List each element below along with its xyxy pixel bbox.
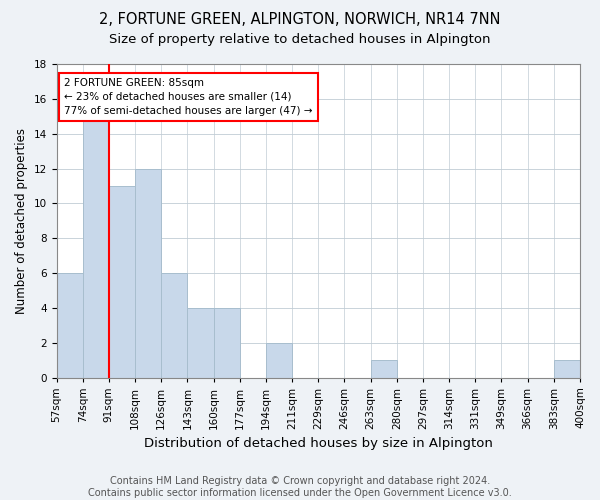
Bar <box>135 168 161 378</box>
Text: 2 FORTUNE GREEN: 85sqm
← 23% of detached houses are smaller (14)
77% of semi-det: 2 FORTUNE GREEN: 85sqm ← 23% of detached… <box>64 78 313 116</box>
Text: 2, FORTUNE GREEN, ALPINGTON, NORWICH, NR14 7NN: 2, FORTUNE GREEN, ALPINGTON, NORWICH, NR… <box>99 12 501 28</box>
Bar <box>187 308 214 378</box>
Text: Contains HM Land Registry data © Crown copyright and database right 2024.
Contai: Contains HM Land Registry data © Crown c… <box>88 476 512 498</box>
Bar <box>266 342 292 378</box>
Y-axis label: Number of detached properties: Number of detached properties <box>15 128 28 314</box>
Bar <box>109 186 135 378</box>
Bar <box>83 116 109 378</box>
Bar <box>554 360 580 378</box>
Bar <box>161 273 187 378</box>
Bar <box>214 308 240 378</box>
Text: Size of property relative to detached houses in Alpington: Size of property relative to detached ho… <box>109 32 491 46</box>
X-axis label: Distribution of detached houses by size in Alpington: Distribution of detached houses by size … <box>144 437 493 450</box>
Bar <box>56 273 83 378</box>
Bar <box>371 360 397 378</box>
